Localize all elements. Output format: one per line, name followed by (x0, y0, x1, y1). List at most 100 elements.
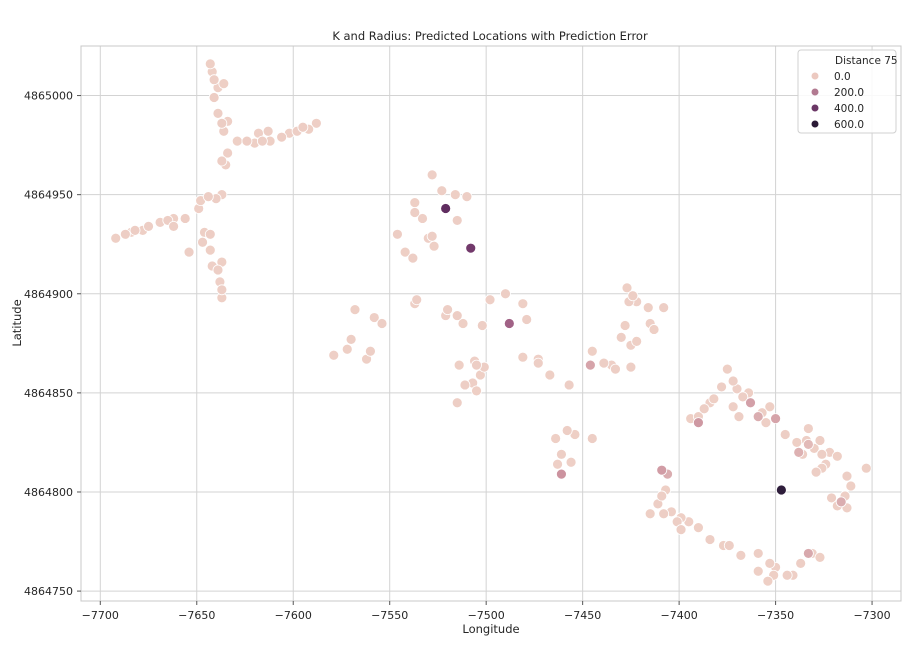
y-axis-label: Latitude (10, 299, 24, 346)
data-point (795, 557, 807, 569)
data-point (168, 220, 180, 232)
data-point (409, 197, 421, 208)
x-tick-label: −7700 (82, 609, 119, 622)
data-point (586, 345, 598, 357)
data-point (841, 470, 853, 482)
data-point (202, 191, 214, 203)
data-point (816, 448, 828, 460)
data-point (341, 343, 353, 355)
data-point (476, 320, 488, 331)
data-point (598, 357, 610, 369)
data-point (471, 385, 482, 397)
data-point (517, 351, 529, 363)
data-point (793, 446, 805, 458)
data-point (129, 224, 141, 236)
y-tick-label: 4864750 (24, 585, 73, 598)
data-point (544, 369, 556, 381)
data-point (625, 361, 637, 373)
y-tick-label: 4864850 (24, 387, 73, 400)
data-point (442, 304, 453, 316)
data-point (716, 381, 727, 393)
data-point (407, 252, 419, 264)
data-point (721, 363, 733, 375)
grid (81, 46, 901, 601)
data-point (693, 522, 704, 534)
legend: Distance 75 0.0 200.0 400.0 600.0 (797, 49, 898, 134)
data-point (658, 508, 670, 520)
data-point (656, 490, 668, 502)
data-point (615, 331, 627, 343)
data-point (436, 185, 448, 197)
data-point (310, 117, 322, 129)
data-point (212, 264, 224, 276)
data-point (365, 345, 376, 357)
data-point (735, 550, 747, 561)
data-point (737, 391, 749, 403)
data-point (752, 548, 764, 559)
data-point (831, 450, 843, 462)
data-point (752, 411, 764, 423)
data-point (775, 484, 787, 496)
data-point (781, 569, 793, 581)
data-point (218, 78, 230, 90)
legend-marker (811, 120, 819, 128)
x-tick-label: −7550 (371, 609, 408, 622)
data-point (222, 147, 234, 159)
data-point (426, 230, 438, 242)
data-point (631, 335, 643, 347)
data-point (204, 244, 216, 256)
data-point (708, 393, 720, 405)
data-point (826, 492, 837, 504)
axis-ticks: −7700 −7650 −7600 −7550 −7500 −7450 −7400 −7350… (24, 90, 891, 622)
data-point (399, 246, 411, 258)
x-axis-label: Longitude (462, 622, 519, 636)
data-point (110, 232, 122, 244)
data-point (411, 294, 423, 306)
data-point (552, 458, 563, 470)
legend-marker (811, 72, 819, 80)
data-point (802, 439, 814, 450)
data-point (241, 135, 253, 147)
data-point (349, 304, 361, 316)
data-point (208, 92, 220, 103)
data-point (556, 468, 567, 480)
data-point (368, 312, 380, 323)
data-point (586, 433, 598, 444)
data-point (216, 117, 228, 129)
data-point (814, 435, 826, 446)
legend-title: Distance 75 (835, 55, 898, 67)
x-tick-label: −7350 (757, 609, 794, 622)
data-point (723, 540, 735, 551)
data-point (802, 423, 814, 434)
data-point (484, 294, 496, 306)
data-point (648, 324, 660, 335)
data-point (409, 207, 421, 218)
data-point (256, 135, 268, 147)
data-point (556, 448, 567, 460)
data-point (860, 462, 872, 474)
data-point (658, 302, 670, 314)
legend-entry-label: 200.0 (834, 87, 864, 99)
data-point (727, 401, 739, 413)
data-point (204, 58, 216, 70)
plot-area (80, 45, 902, 602)
data-point (179, 213, 191, 224)
data-point (440, 203, 452, 214)
legend-entry-label: 0.0 (834, 71, 851, 83)
data-point (197, 236, 208, 248)
data-point (779, 429, 791, 440)
data-point (704, 534, 716, 545)
data-point (745, 397, 756, 409)
data-point (453, 359, 465, 371)
data-point (656, 464, 668, 476)
data-point (451, 215, 463, 226)
data-point (204, 228, 216, 240)
data-point (471, 359, 482, 371)
data-point (610, 363, 621, 375)
x-tick-label: −7400 (661, 609, 698, 622)
legend-box (797, 49, 897, 134)
data-point (584, 359, 596, 371)
data-point (698, 403, 710, 415)
data-point (764, 401, 776, 413)
